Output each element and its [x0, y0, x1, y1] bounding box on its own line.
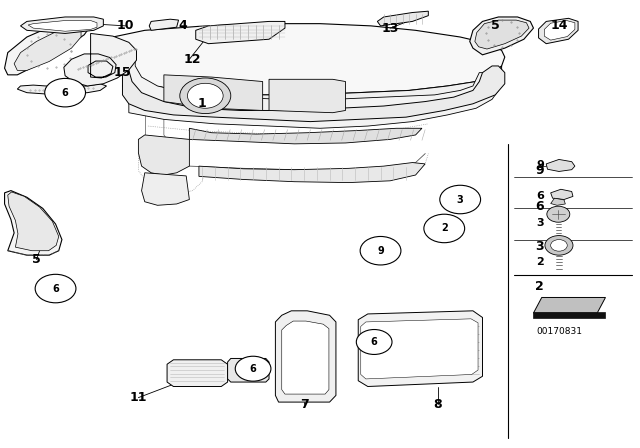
Polygon shape	[64, 34, 136, 86]
Text: 2: 2	[441, 224, 447, 233]
Circle shape	[35, 274, 76, 303]
Polygon shape	[149, 19, 179, 30]
Polygon shape	[470, 17, 534, 55]
Circle shape	[545, 236, 573, 255]
Polygon shape	[546, 159, 575, 172]
Text: 9: 9	[536, 164, 544, 177]
Circle shape	[180, 78, 231, 114]
Polygon shape	[129, 59, 499, 128]
Polygon shape	[20, 17, 103, 34]
Polygon shape	[361, 319, 478, 379]
Polygon shape	[275, 311, 336, 402]
Text: 8: 8	[433, 398, 442, 411]
Text: 3: 3	[457, 194, 463, 205]
Polygon shape	[141, 173, 189, 205]
Text: 3: 3	[536, 218, 543, 228]
Polygon shape	[358, 311, 483, 387]
Text: 14: 14	[550, 19, 568, 32]
Polygon shape	[167, 360, 228, 387]
Text: 7: 7	[300, 398, 308, 411]
Text: 4: 4	[179, 19, 188, 32]
Text: 2: 2	[536, 257, 544, 267]
Polygon shape	[228, 358, 269, 382]
Text: 2: 2	[536, 280, 544, 293]
Polygon shape	[122, 66, 502, 117]
Polygon shape	[138, 135, 189, 175]
Polygon shape	[534, 297, 605, 313]
Circle shape	[424, 214, 465, 243]
Polygon shape	[475, 20, 529, 49]
Circle shape	[550, 240, 567, 251]
Text: 6: 6	[536, 200, 544, 213]
Circle shape	[45, 78, 86, 107]
Polygon shape	[164, 75, 262, 111]
Polygon shape	[550, 189, 573, 199]
Polygon shape	[28, 21, 97, 31]
Polygon shape	[196, 22, 285, 44]
Text: 6: 6	[536, 191, 544, 202]
Text: 6: 6	[371, 337, 378, 347]
Polygon shape	[550, 198, 565, 205]
Circle shape	[440, 185, 481, 214]
Polygon shape	[539, 18, 578, 44]
Text: 11: 11	[130, 391, 147, 404]
Polygon shape	[269, 79, 346, 113]
Text: 13: 13	[381, 22, 399, 34]
Circle shape	[360, 237, 401, 265]
Circle shape	[356, 330, 392, 354]
Text: 10: 10	[117, 19, 134, 32]
Polygon shape	[14, 30, 81, 70]
Polygon shape	[8, 192, 59, 251]
Text: 5: 5	[32, 253, 41, 266]
Text: 00170831: 00170831	[536, 327, 582, 336]
Polygon shape	[199, 163, 425, 183]
Text: 3: 3	[536, 240, 544, 253]
Circle shape	[236, 356, 271, 381]
Polygon shape	[282, 321, 329, 394]
Polygon shape	[122, 57, 505, 121]
Circle shape	[188, 83, 223, 108]
Polygon shape	[113, 24, 505, 95]
Text: 12: 12	[184, 53, 202, 66]
Text: 9: 9	[536, 160, 544, 170]
Circle shape	[547, 206, 570, 222]
Polygon shape	[544, 21, 575, 40]
Text: 1: 1	[198, 97, 207, 110]
Polygon shape	[534, 312, 605, 319]
Text: 6: 6	[61, 88, 68, 98]
Text: 5: 5	[491, 19, 500, 32]
Polygon shape	[17, 84, 106, 95]
Polygon shape	[4, 190, 62, 255]
Polygon shape	[4, 22, 91, 75]
Polygon shape	[378, 11, 428, 26]
Text: 9: 9	[377, 246, 384, 256]
Text: 6: 6	[52, 284, 59, 293]
Polygon shape	[189, 128, 422, 144]
Text: 15: 15	[114, 66, 131, 79]
Text: 6: 6	[250, 364, 257, 374]
